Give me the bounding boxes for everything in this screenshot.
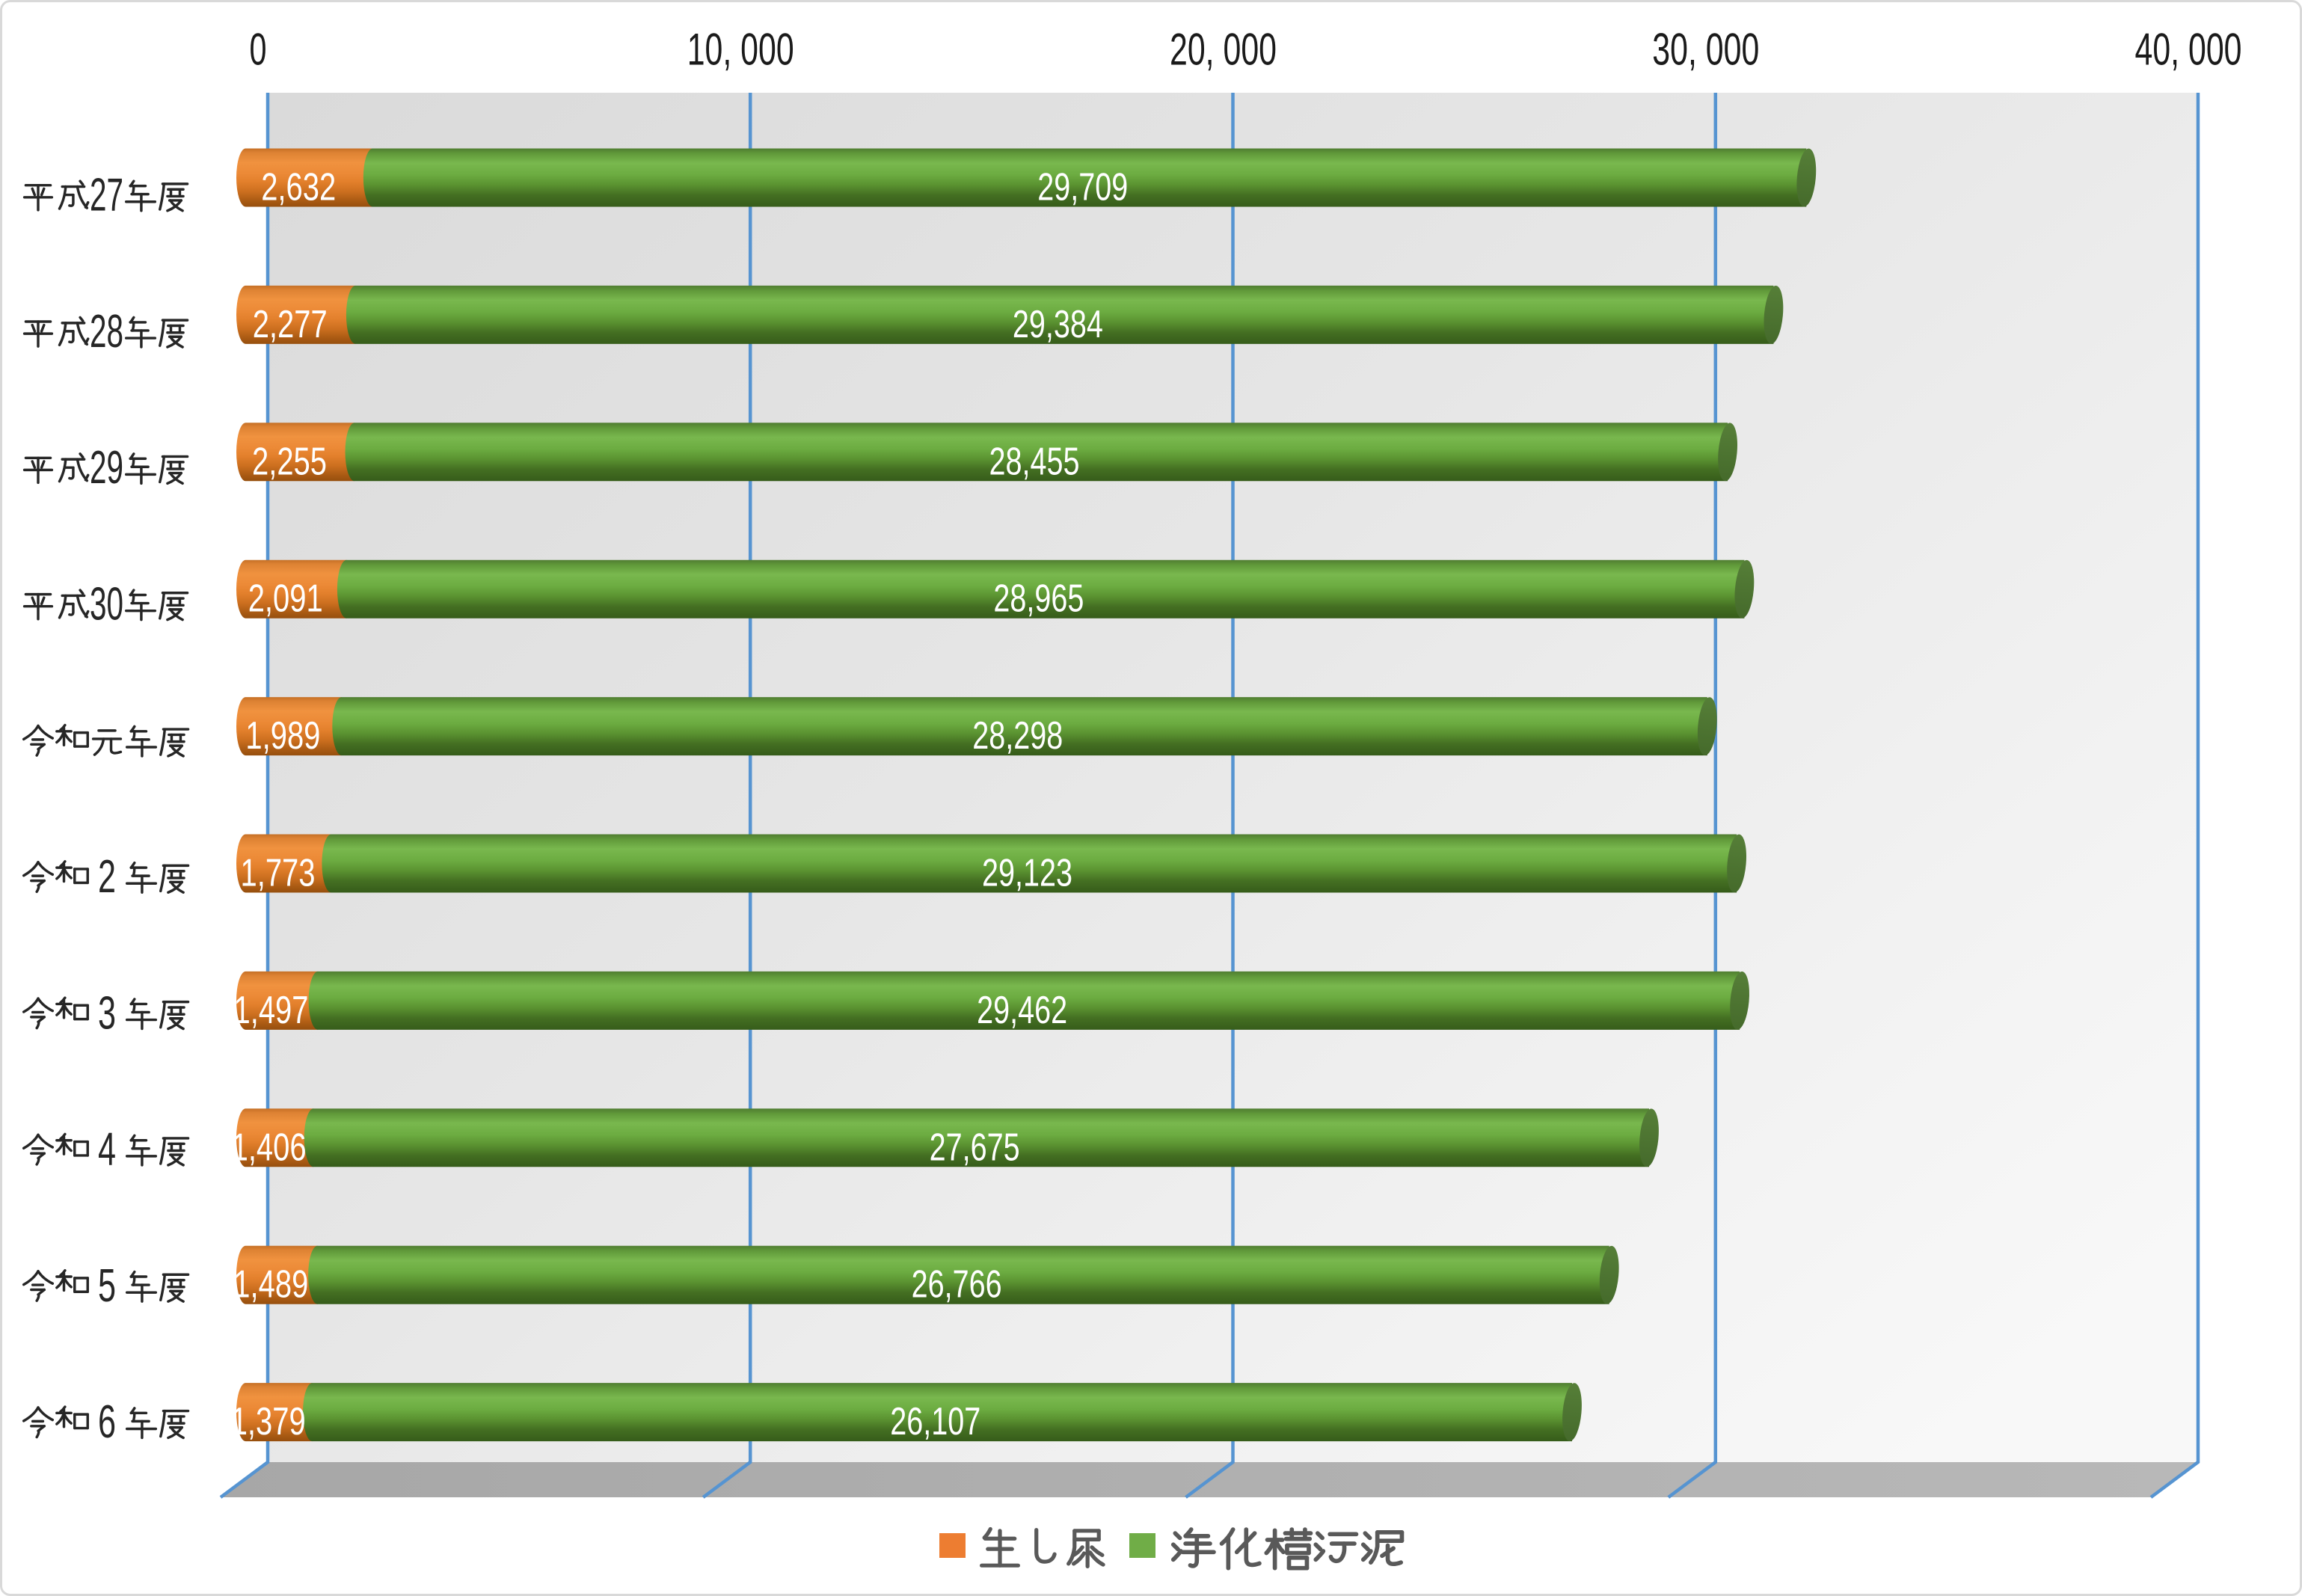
svg-text:1,989: 1,989 — [245, 714, 320, 758]
svg-text:28,455: 28,455 — [989, 440, 1080, 483]
svg-text:29,123: 29,123 — [982, 852, 1072, 895]
svg-text:2,255: 2,255 — [252, 440, 327, 483]
svg-text:29,384: 29,384 — [1013, 303, 1103, 346]
svg-text:29,462: 29,462 — [977, 989, 1067, 1032]
svg-text:29,709: 29,709 — [1037, 166, 1128, 209]
svg-text:10, 000: 10, 000 — [687, 25, 794, 75]
svg-text:28,298: 28,298 — [972, 714, 1063, 758]
svg-text:5: 5 — [98, 1260, 116, 1312]
svg-text:30: 30 — [90, 578, 123, 630]
svg-text:28: 28 — [90, 306, 123, 357]
svg-text:26,766: 26,766 — [912, 1263, 1002, 1307]
svg-text:6: 6 — [98, 1396, 116, 1448]
svg-text:2: 2 — [98, 851, 116, 903]
svg-text:2,277: 2,277 — [253, 303, 328, 346]
svg-text:30, 000: 30, 000 — [1652, 25, 1759, 75]
svg-text:2,632: 2,632 — [261, 166, 336, 209]
svg-text:0: 0 — [250, 25, 267, 75]
svg-text:1,497: 1,497 — [234, 989, 309, 1032]
svg-text:20, 000: 20, 000 — [1170, 25, 1277, 75]
svg-text:4: 4 — [98, 1124, 116, 1176]
svg-text:27,675: 27,675 — [930, 1126, 1020, 1169]
svg-text:2,091: 2,091 — [248, 577, 323, 621]
svg-text:3: 3 — [98, 987, 116, 1039]
svg-text:1,773: 1,773 — [241, 852, 316, 895]
svg-text:28,965: 28,965 — [993, 577, 1084, 621]
svg-text:29: 29 — [90, 442, 123, 494]
svg-text:40, 000: 40, 000 — [2135, 25, 2242, 75]
svg-text:1,489: 1,489 — [233, 1263, 308, 1307]
svg-text:1,379: 1,379 — [231, 1400, 306, 1443]
svg-text:27: 27 — [90, 170, 123, 221]
svg-text:1,406: 1,406 — [232, 1126, 307, 1169]
svg-text:26,107: 26,107 — [890, 1400, 980, 1443]
